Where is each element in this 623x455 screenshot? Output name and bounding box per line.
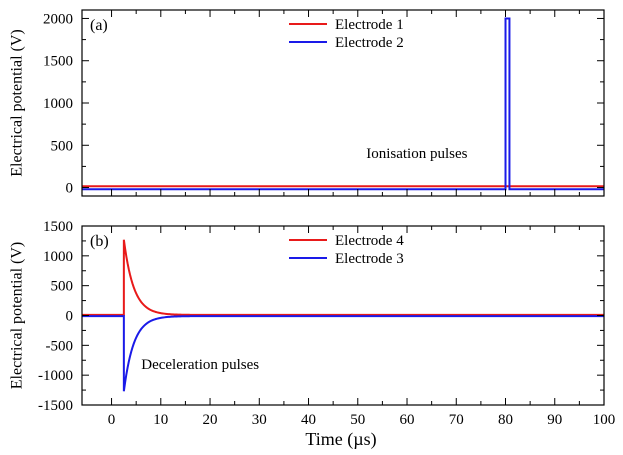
y-tick-label: -1500 xyxy=(38,398,73,414)
y-tick-label: -500 xyxy=(46,338,74,354)
x-tick-label: 60 xyxy=(400,412,415,428)
x-tick-label: 0 xyxy=(108,412,116,428)
y-tick-label: -1000 xyxy=(38,368,73,384)
annotation: Deceleration pulses xyxy=(141,357,259,373)
legend-entry: Electrode 1 xyxy=(335,17,404,33)
y-axis-title: Electrical potential (V) xyxy=(9,29,26,176)
x-tick-label: 50 xyxy=(350,412,365,428)
legend-entry: Electrode 2 xyxy=(335,35,404,51)
y-tick-label: 1500 xyxy=(43,54,73,70)
y-tick-label: 0 xyxy=(66,309,74,325)
x-tick-label: 90 xyxy=(547,412,562,428)
y-tick-label: 500 xyxy=(51,138,74,154)
y-tick-label: 2000 xyxy=(43,11,73,27)
x-tick-label: 10 xyxy=(153,412,168,428)
panel-b: 0 10 20 30 40 50 60 70 80 90 100 -1500 -1000 -500 0 500… xyxy=(9,219,616,428)
legend-entry: Electrode 4 xyxy=(335,233,404,249)
x-axis-title: Time (µs) xyxy=(305,429,376,450)
y-tick-label: 1500 xyxy=(43,219,73,235)
x-tick-label: 100 xyxy=(593,412,616,428)
series-line-electrode-2 xyxy=(82,17,604,191)
panel-label: (a) xyxy=(90,17,108,34)
x-tick-label: 70 xyxy=(449,412,464,428)
panel-a: 0 500 1000 1500 2000 Electrical potential (V)… xyxy=(9,9,605,197)
panel-label: (b) xyxy=(90,233,109,250)
x-tick-label: 20 xyxy=(203,412,218,428)
x-tick-label: 40 xyxy=(301,412,316,428)
series-line-electrode-3 xyxy=(82,315,604,392)
x-tick-label: 30 xyxy=(252,412,267,428)
annotation: Ionisation pulses xyxy=(366,146,467,162)
y-tick-label: 1000 xyxy=(43,249,73,265)
series-line-electrode-4 xyxy=(82,239,604,316)
y-tick-label: 1000 xyxy=(43,96,73,112)
x-tick-label: 80 xyxy=(498,412,513,428)
y-tick-label: 0 xyxy=(66,181,74,197)
y-tick-label: 500 xyxy=(51,279,74,295)
legend-entry: Electrode 3 xyxy=(335,251,404,267)
y-axis-title: Electrical potential (V) xyxy=(9,242,26,389)
